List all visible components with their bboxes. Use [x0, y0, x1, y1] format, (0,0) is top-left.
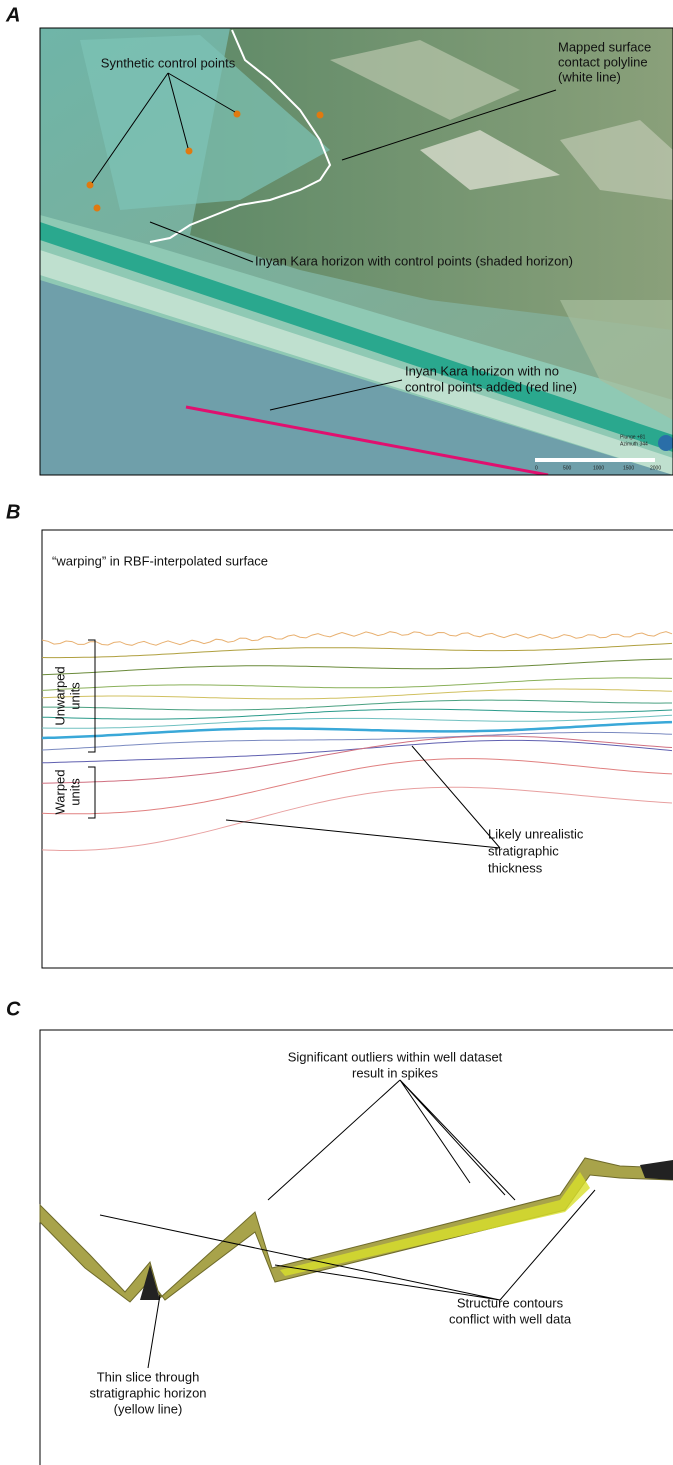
scale-label: 0 [535, 465, 538, 471]
panel-label: A [5, 4, 20, 26]
annotation: Synthetic control points [101, 55, 236, 70]
bracket-label: Unwarped [52, 666, 67, 725]
annotation: (white line) [558, 69, 621, 84]
annotation: thickness [488, 860, 543, 875]
scale-label: 2000 [650, 465, 661, 471]
annotation: control points added (red line) [405, 379, 577, 394]
annotation: Thin slice through [97, 1369, 200, 1384]
annotation: contact polyline [558, 54, 648, 69]
annotation: result in spikes [352, 1065, 438, 1080]
scale-note: Azimuth 344 [620, 441, 648, 447]
annotation: Likely unrealistic [488, 826, 584, 841]
annotation: Mapped surface [558, 39, 651, 54]
panel-label: C [6, 998, 21, 1020]
figure: A Synthetic control points Mapped surfac… [0, 0, 673, 1465]
terrain-image [40, 28, 673, 475]
bracket-label: units [67, 778, 82, 806]
annotation: Significant outliers within well dataset [288, 1049, 503, 1064]
bracket-label: units [67, 682, 82, 710]
scale-note: Plunge +81 [620, 434, 646, 440]
page: A Synthetic control points Mapped surfac… [0, 0, 673, 1465]
annotation: Inyan Kara horizon with control points (… [255, 253, 573, 268]
bracket-label: Warped [52, 769, 67, 814]
panel-title: “warping” in RBF-interpolated surface [52, 553, 268, 568]
annotation: (yellow line) [114, 1401, 183, 1416]
annotation: stratigraphic horizon [89, 1385, 206, 1400]
scale-label: 500 [563, 465, 572, 471]
annotation: conflict with well data [449, 1311, 572, 1326]
scale-label: 1500 [623, 465, 634, 471]
annotation: Structure contours [457, 1295, 564, 1310]
annotation: stratigraphic [488, 843, 559, 858]
scale-label: 1000 [593, 465, 604, 471]
panel-label: B [6, 501, 20, 523]
annotation: Inyan Kara horizon with no [405, 363, 559, 378]
